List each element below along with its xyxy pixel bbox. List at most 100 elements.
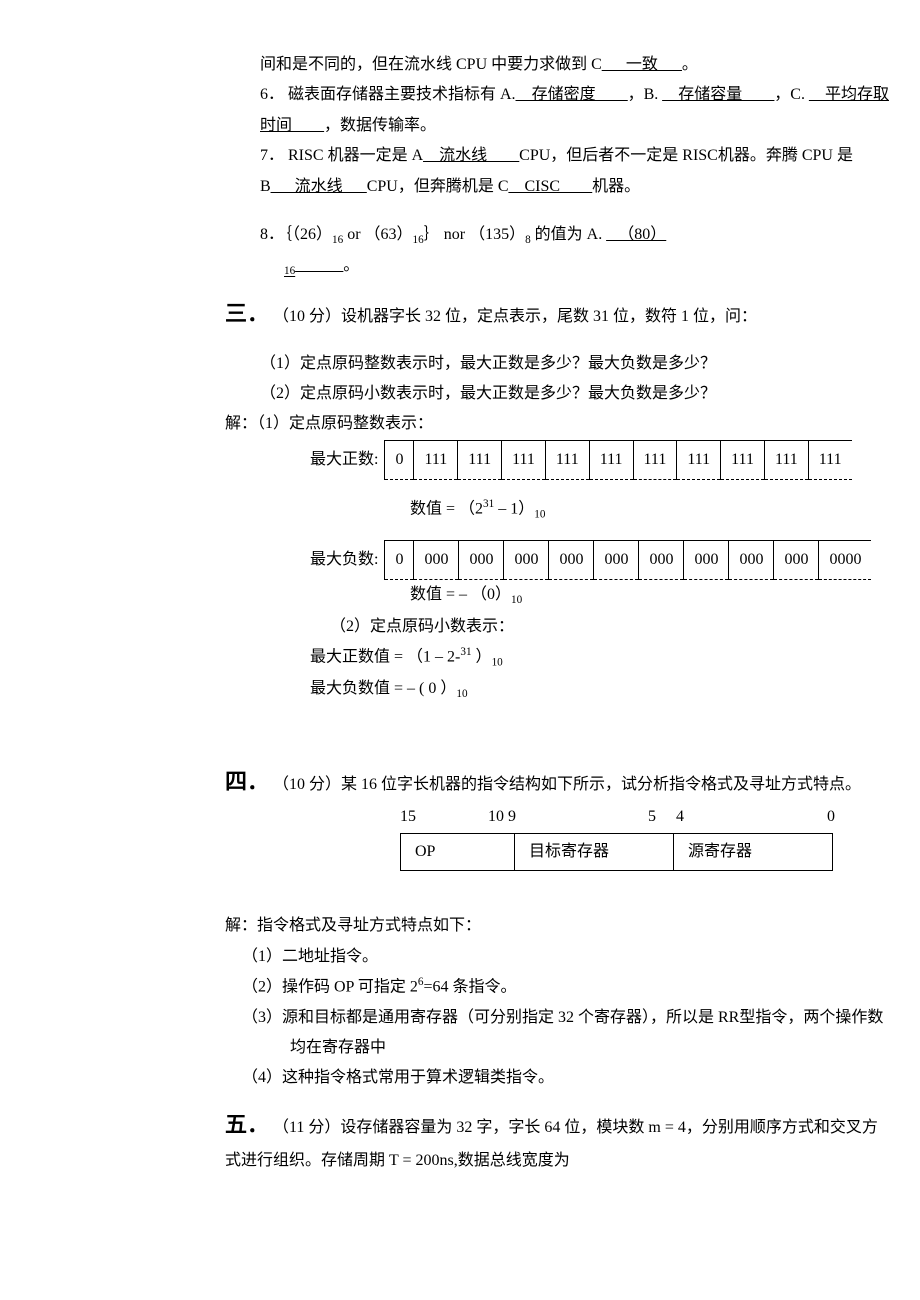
section-5-text: （11 分）设存储器容量为 32 字，字长 64 位，模块数 m = 4，分别用… — [225, 1119, 878, 1169]
instruction-format: 15 10 9 5 4 0 OP 目标寄存器 源寄存器 — [260, 802, 890, 871]
q7-end: 机器。 — [592, 178, 640, 195]
sec3-val1-sup: 31 — [483, 498, 494, 510]
q5-text: 间和是不同的，但在流水线 CPU 中要力求做到 C — [260, 56, 602, 73]
bit-10: 10 — [424, 802, 504, 832]
section-3-body: （1）定点原码整数表示时，最大正数是多少？最大负数是多少？ （2）定点原码小数表… — [260, 349, 890, 410]
bit-15: 15 — [400, 802, 420, 832]
bit-cell: 111 — [764, 440, 808, 479]
bit-cell: 000 — [639, 541, 684, 580]
q6-text: 6． 磁表面存储器主要技术指标有 A. — [260, 86, 516, 103]
q8-sub1: 16 — [332, 234, 343, 246]
sec3-val1: 数值 = （231 – 1）10 — [410, 494, 890, 526]
sec3-maxpos2-end: ） — [472, 649, 492, 666]
sec3-maxneg2-text: 最大负数值 = – ( 0 ） — [310, 680, 456, 697]
sec3-sol-label: 解：（1）定点原码整数表示： — [225, 409, 890, 439]
section-5: 五． （11 分）设存储器容量为 32 字，字长 64 位，模块数 m = 4，… — [225, 1104, 890, 1176]
sec3-val2: 数值 = – （0）10 — [410, 580, 890, 611]
q5-end: 。 — [682, 56, 698, 73]
bit-cell: 0000 — [819, 541, 872, 580]
bit-0: 0 — [688, 802, 835, 832]
sec4-sol-label: 解：指令格式及寻址方式特点如下： — [225, 911, 890, 941]
q6-answer-b: __存储容量____ — [662, 86, 774, 103]
sec3-val1-text: 数值 = （2 — [410, 501, 483, 518]
bit-4: 4 — [660, 802, 684, 832]
q5-answer-c: ___一致___ — [602, 56, 682, 73]
sec3-maxneg2-sub: 10 — [456, 688, 467, 700]
q8-sub2: 16 — [413, 234, 424, 246]
bit-cell: 111 — [545, 440, 589, 479]
sec4-p2: （2）操作码 OP 可指定 26=64 条指令。 — [242, 972, 890, 1003]
q8-mid2: ｝ nor （135） — [424, 226, 525, 243]
bit-cell: 111 — [589, 440, 633, 479]
q8-mid3: 的值为 A. — [531, 226, 607, 243]
bit-cell: 000 — [549, 541, 594, 580]
sec3-maxpos2: 最大正数值 = （1 – 2-31 ）10 — [310, 642, 890, 674]
section-5-head: 五． — [225, 1112, 269, 1137]
bit-cell: 111 — [502, 440, 546, 479]
section-4: 四． （10 分）某 16 位字长机器的指令结构如下所示，试分析指令格式及寻址方… — [225, 761, 890, 803]
spacer — [260, 202, 890, 220]
bit-cell: 000 — [459, 541, 504, 580]
sec4-p4: （4）这种指令格式常用于算术逻辑类指令。 — [242, 1063, 890, 1093]
q6-mid2: ，C. — [774, 86, 809, 103]
section-3: 三． （10 分）设机器字长 32 位，定点表示，尾数 31 位，数符 1 位，… — [225, 293, 890, 335]
sec3-q2: （2）定点原码小数表示时，最大正数是多少？最大负数是多少？ — [260, 379, 890, 409]
sec3-part2: （2）定点原码小数表示： — [330, 612, 890, 642]
q7-text: 7． RISC 机器一定是 A — [260, 147, 423, 164]
spacer — [0, 706, 890, 761]
section-3-text: （10 分）设机器字长 32 位，定点表示，尾数 31 位，数符 1 位，问： — [273, 308, 757, 325]
q8-end: 。 — [343, 257, 359, 274]
sec3-maxpos-label: 最大正数: — [310, 451, 382, 468]
instr-src: 源寄存器 — [674, 833, 833, 870]
instr-op: OP — [401, 833, 515, 870]
q8-text: 8．｛（26） — [260, 226, 332, 243]
bit-cell: 111 — [808, 440, 851, 479]
q8-sub4: 16 — [284, 266, 295, 278]
instruction-table: OP 目标寄存器 源寄存器 — [400, 833, 833, 871]
q8-line: 8．｛（26）16 or （63）16｝ nor （135）8 的值为 A. _… — [260, 220, 890, 251]
bit-cell: 111 — [633, 440, 677, 479]
q6-answer-a: __存储密度____ — [516, 86, 628, 103]
sec3-val1-sub: 10 — [534, 509, 545, 521]
q7-answer-a: __流水线____ — [423, 147, 519, 164]
q6-end: ，数据传输率。 — [324, 117, 436, 134]
bits-negative-table: 00000000000000000000000000000000 — [384, 540, 871, 580]
bit-cell: 111 — [458, 440, 502, 479]
sec3-val1-end: – 1） — [494, 501, 534, 518]
bit-cell: 000 — [414, 541, 459, 580]
section-4-head: 四． — [225, 769, 269, 794]
bit-cell: 111 — [721, 440, 765, 479]
q6-line: 6． 磁表面存储器主要技术指标有 A.__存储密度____，B. __存储容量_… — [260, 80, 890, 141]
section-3-head: 三． — [225, 301, 269, 326]
sec3-maxpos2-sup: 31 — [460, 646, 471, 658]
bit-cell: 000 — [594, 541, 639, 580]
sec3-maxpos2-sub: 10 — [492, 657, 503, 669]
sec3-maxpos2-text: 最大正数值 = （1 – 2- — [310, 649, 460, 666]
sec3-maxpos-row: 最大正数: 0111111111111111111111111111111 — [310, 440, 890, 480]
sec4-p1: （1）二地址指令。 — [242, 942, 890, 972]
q8-mid1: or （63） — [343, 226, 412, 243]
bit-cell: 000 — [729, 541, 774, 580]
spacer — [0, 871, 890, 911]
q8-blank: ______ — [295, 257, 343, 274]
q8-line2: 16______。 — [260, 251, 890, 282]
q8-answer: _ （80） — [606, 226, 666, 243]
sec4-p3: （3）源和目标都是通用寄存器（可分别指定 32 个寄存器），所以是 RR型指令，… — [242, 1003, 890, 1064]
sec3-q1: （1）定点原码整数表示时，最大正数是多少？最大负数是多少？ — [260, 349, 890, 379]
q5-line: 间和是不同的，但在流水线 CPU 中要力求做到 C___一致___。 — [260, 50, 890, 80]
instr-dst: 目标寄存器 — [515, 833, 674, 870]
sec4-p2b: =64 条指令。 — [423, 978, 516, 995]
sec3-val2-text: 数值 = – （0） — [410, 586, 511, 603]
bit-cell: 000 — [684, 541, 729, 580]
q7-answer-b: ___流水线___ — [271, 178, 367, 195]
bit-cell: 000 — [504, 541, 549, 580]
instruction-bit-labels: 15 10 9 5 4 0 — [400, 802, 890, 832]
bit-9: 9 — [508, 802, 522, 832]
bit-cell: 0 — [385, 541, 414, 580]
sec4-p2a: （2）操作码 OP 可指定 2 — [242, 978, 418, 995]
q7-mid2: CPU，但奔腾机是 C — [367, 178, 509, 195]
bit-cell: 111 — [414, 440, 458, 479]
bit-cell: 000 — [774, 541, 819, 580]
bit-5: 5 — [526, 802, 656, 832]
sec3-maxneg-row: 最大负数: 00000000000000000000000000000000 — [310, 540, 890, 580]
